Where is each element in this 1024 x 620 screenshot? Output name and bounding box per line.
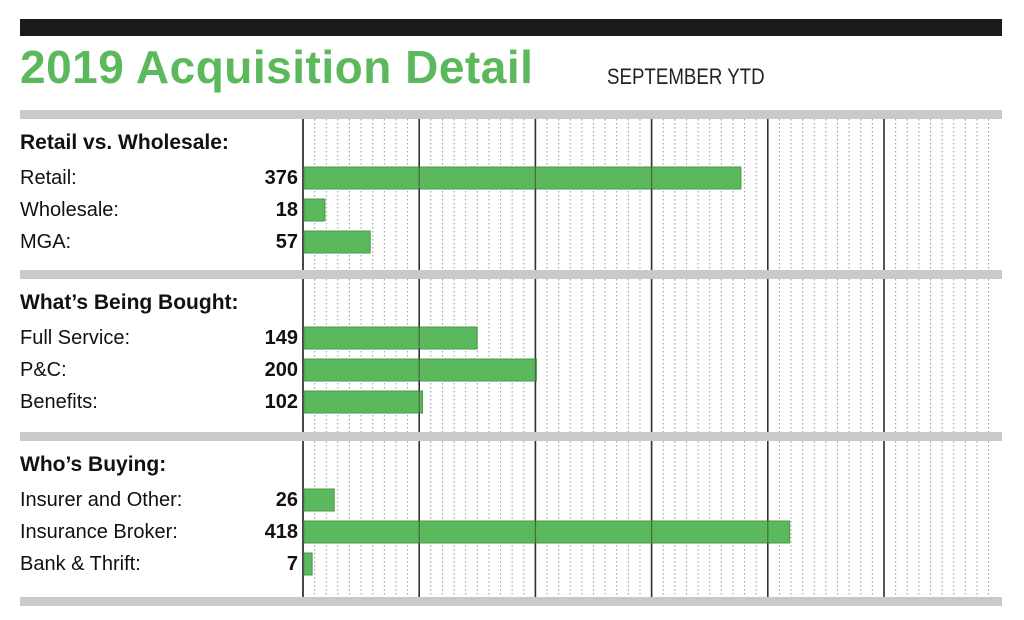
category-label: Bank & Thrift: (20, 553, 141, 575)
category-label: Retail: (20, 167, 77, 189)
section-heading: Retail vs. Wholesale: (20, 131, 229, 154)
bar (303, 326, 478, 350)
data-label: 57 (275, 231, 298, 253)
section-divider (20, 270, 1002, 279)
section-divider (20, 110, 1002, 119)
bar (303, 552, 313, 576)
data-label: 200 (264, 359, 298, 381)
bar (303, 198, 326, 222)
bar (303, 166, 742, 190)
grid-section (302, 119, 990, 279)
section-divider (20, 597, 1002, 606)
category-label: Benefits: (20, 391, 98, 413)
bar (303, 358, 537, 382)
category-label: P&C: (20, 359, 67, 381)
top-bar (20, 19, 1002, 36)
category-label: Insurance Broker: (20, 521, 178, 543)
category-label: Wholesale: (20, 199, 119, 221)
section-heading: Who’s Buying: (20, 453, 167, 476)
bar (303, 230, 371, 254)
bar (303, 520, 791, 544)
data-label: 376 (264, 167, 298, 189)
category-label: Full Service: (20, 327, 131, 349)
data-label: 418 (264, 521, 298, 543)
chart-subtitle: SEPTEMBER YTD (607, 64, 765, 89)
bar (303, 488, 335, 512)
data-label: 26 (275, 489, 298, 511)
category-label: MGA: (20, 231, 72, 253)
section-heading: What’s Being Bought: (20, 291, 239, 314)
category-label: Insurer and Other: (20, 489, 183, 511)
data-label: 149 (264, 327, 298, 349)
data-label: 102 (264, 391, 298, 413)
chart-title: 2019 Acquisition Detail (20, 41, 534, 93)
section-divider (20, 432, 1002, 441)
data-label: 18 (275, 199, 298, 221)
data-label: 7 (286, 553, 298, 575)
bar (303, 390, 424, 414)
